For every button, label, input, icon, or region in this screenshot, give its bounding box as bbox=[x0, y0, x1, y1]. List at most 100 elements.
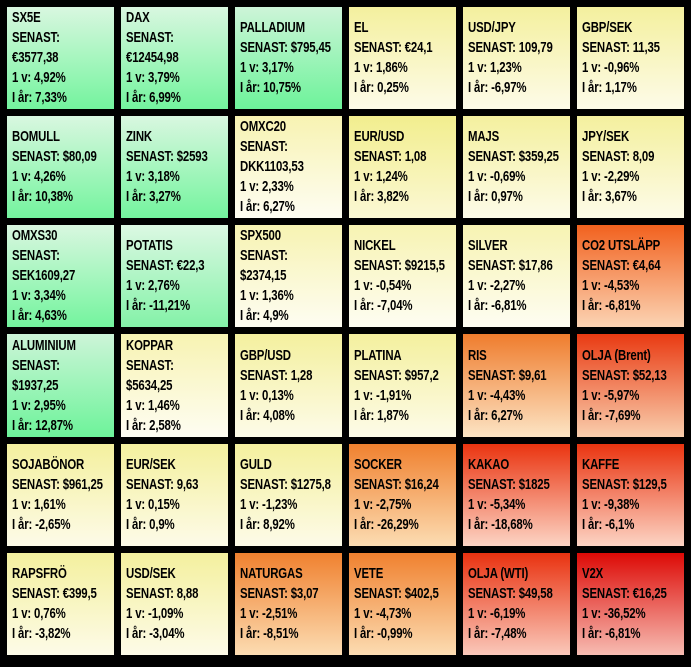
week-change: 1 v: -1,91% bbox=[354, 386, 412, 404]
senast-value: SENAST: $17,86 bbox=[468, 257, 553, 275]
year-change: I år: 6,99% bbox=[126, 89, 181, 107]
week-change: 1 v: -1,23% bbox=[240, 495, 298, 513]
year-change: I år: -18,68% bbox=[468, 515, 533, 533]
instrument-name: KAFFE bbox=[582, 455, 620, 473]
year-change: I år: -2,65% bbox=[12, 515, 71, 533]
senast-value: SENAST: bbox=[240, 138, 288, 156]
tile-sojabonor: SOJABÖNOR SENAST: $961,25 1 v: 1,61% I år: … bbox=[7, 443, 114, 546]
year-change: I år: 8,92% bbox=[240, 515, 295, 533]
week-change: 1 v: 3,34% bbox=[12, 287, 66, 305]
year-change: I år: -6,97% bbox=[468, 79, 527, 97]
year-change: I år: 4,08% bbox=[240, 406, 295, 424]
instrument-name: SOCKER bbox=[354, 455, 402, 473]
week-change: 1 v: -2,51% bbox=[240, 604, 298, 622]
senast-value: SENAST: 9,63 bbox=[126, 475, 199, 493]
instrument-name: OLJA (Brent) bbox=[582, 346, 651, 364]
senast-value: SENAST: $957,2 bbox=[354, 366, 439, 384]
instrument-name: POTATIS bbox=[126, 237, 173, 255]
instrument-name: EUR/USD bbox=[354, 128, 405, 146]
tile-aluminium: ALUMINIUM SENAST: $1937,25 1 v: 2,95% I år: … bbox=[7, 334, 114, 437]
tile-v2x: V2X SENAST: €16,25 1 v: -36,52% I år: -6,81… bbox=[577, 552, 684, 655]
instrument-name: OLJA (WTI) bbox=[468, 564, 529, 582]
tile-omxs30: OMXS30 SENAST: SEK1609,27 1 v: 3,34% I år: 4… bbox=[7, 225, 114, 328]
senast-value: SENAST: bbox=[12, 247, 60, 265]
tile-vete: VETE SENAST: $402,5 1 v: -4,73% I år: -0,99… bbox=[349, 552, 456, 655]
week-change: 1 v: 1,36% bbox=[240, 287, 294, 305]
year-change: I år: 0,9% bbox=[126, 515, 175, 533]
tile-potatis: POTATIS SENAST: €22,3 1 v: 2,76% I år: -11,… bbox=[121, 225, 228, 328]
year-change: I år: 6,27% bbox=[240, 198, 295, 216]
senast-value: SENAST: bbox=[126, 29, 174, 47]
tile-platina: PLATINA SENAST: $957,2 1 v: -1,91% I år: 1,… bbox=[349, 334, 456, 437]
week-change: 1 v: -4,43% bbox=[468, 386, 526, 404]
week-change: 1 v: 0,76% bbox=[12, 604, 66, 622]
year-change: I år: -6,81% bbox=[582, 297, 641, 315]
senast-value: SENAST: €16,25 bbox=[582, 584, 667, 602]
year-change: I år: -8,51% bbox=[240, 624, 299, 642]
senast-value: SENAST: $16,24 bbox=[354, 475, 439, 493]
senast-value: SENAST: bbox=[12, 356, 60, 374]
senast-value: $5634,25 bbox=[126, 376, 173, 394]
year-change: I år: 1,17% bbox=[582, 79, 637, 97]
senast-value: SENAST: $1825 bbox=[468, 475, 550, 493]
week-change: 1 v: 0,13% bbox=[240, 386, 294, 404]
instrument-name: OMXC20 bbox=[240, 118, 286, 136]
senast-value: SENAST: $9,61 bbox=[468, 366, 547, 384]
year-change: I år: -26,29% bbox=[354, 515, 419, 533]
senast-value: SENAST: bbox=[240, 247, 288, 265]
tile-usd-sek: USD/SEK SENAST: 8,88 1 v: -1,09% I år: -3,0… bbox=[121, 552, 228, 655]
week-change: 1 v: 1,23% bbox=[468, 59, 522, 77]
instrument-name: JPY/SEK bbox=[582, 128, 630, 146]
week-change: 1 v: -0,54% bbox=[354, 277, 412, 295]
senast-value: SEK1609,27 bbox=[12, 267, 76, 285]
week-change: 1 v: -1,09% bbox=[126, 604, 184, 622]
instrument-name: KAKAO bbox=[468, 455, 510, 473]
year-change: I år: -6,81% bbox=[582, 624, 641, 642]
instrument-name: PLATINA bbox=[354, 346, 402, 364]
senast-value: SENAST: 8,88 bbox=[126, 584, 199, 602]
tile-eur-sek: EUR/SEK SENAST: 9,63 1 v: 0,15% I år: 0,9% bbox=[121, 443, 228, 546]
week-change: 1 v: 2,95% bbox=[12, 396, 66, 414]
senast-value: SENAST: 1,08 bbox=[354, 148, 427, 166]
senast-value: SENAST: $52,13 bbox=[582, 366, 667, 384]
week-change: 1 v: -4,73% bbox=[354, 604, 412, 622]
instrument-name: PALLADIUM bbox=[240, 19, 305, 37]
year-change: I år: 3,82% bbox=[354, 188, 409, 206]
year-change: I år: 1,87% bbox=[354, 406, 409, 424]
instrument-name: EUR/SEK bbox=[126, 455, 176, 473]
senast-value: SENAST: $2593 bbox=[126, 148, 208, 166]
senast-value: SENAST: 8,09 bbox=[582, 148, 655, 166]
week-change: 1 v: -5,97% bbox=[582, 386, 640, 404]
year-change: I år: 4,63% bbox=[12, 307, 67, 325]
tile-sx5e: SX5E SENAST: €3577,38 1 v: 4,92% I år: 7,33% bbox=[7, 7, 114, 110]
senast-value: SENAST: $1275,8 bbox=[240, 475, 331, 493]
senast-value: SENAST: 109,79 bbox=[468, 39, 553, 57]
tile-el: EL SENAST: €24,1 1 v: 1,86% I år: 0,25% bbox=[349, 7, 456, 110]
week-change: 1 v: 0,15% bbox=[126, 495, 180, 513]
week-change: 1 v: 1,24% bbox=[354, 168, 408, 186]
year-change: I år: 0,25% bbox=[354, 79, 409, 97]
senast-value: SENAST: €4,64 bbox=[582, 257, 661, 275]
senast-value: SENAST: €22,3 bbox=[126, 257, 205, 275]
year-change: I år: 4,9% bbox=[240, 307, 289, 325]
tile-ris: RIS SENAST: $9,61 1 v: -4,43% I år: 6,27% bbox=[463, 334, 570, 437]
week-change: 1 v: 3,79% bbox=[126, 69, 180, 87]
year-change: I år: 7,33% bbox=[12, 89, 67, 107]
instrument-name: VETE bbox=[354, 564, 384, 582]
instrument-name: OMXS30 bbox=[12, 227, 58, 245]
instrument-name: USD/SEK bbox=[126, 564, 176, 582]
senast-value: SENAST: €399,5 bbox=[12, 584, 97, 602]
tile-omxc20: OMXC20 SENAST: DKK1103,53 1 v: 2,33% I år: 6… bbox=[235, 116, 342, 219]
tile-co2-utslapp: CO2 UTSLÄPP SENAST: €4,64 1 v: -4,53% I år:… bbox=[577, 225, 684, 328]
tile-kakao: KAKAO SENAST: $1825 1 v: -5,34% I år: -18,6… bbox=[463, 443, 570, 546]
tile-rapsfro: RAPSFRÖ SENAST: €399,5 1 v: 0,76% I år: -3,… bbox=[7, 552, 114, 655]
instrument-name: ZINK bbox=[126, 128, 152, 146]
instrument-name: MAJS bbox=[468, 128, 500, 146]
year-change: I år: -11,21% bbox=[126, 297, 190, 315]
senast-value: $1937,25 bbox=[12, 376, 59, 394]
instrument-name: USD/JPY bbox=[468, 19, 516, 37]
week-change: 1 v: -2,27% bbox=[468, 277, 526, 295]
instrument-name: DAX bbox=[126, 9, 150, 27]
instrument-name: SX5E bbox=[12, 9, 41, 27]
